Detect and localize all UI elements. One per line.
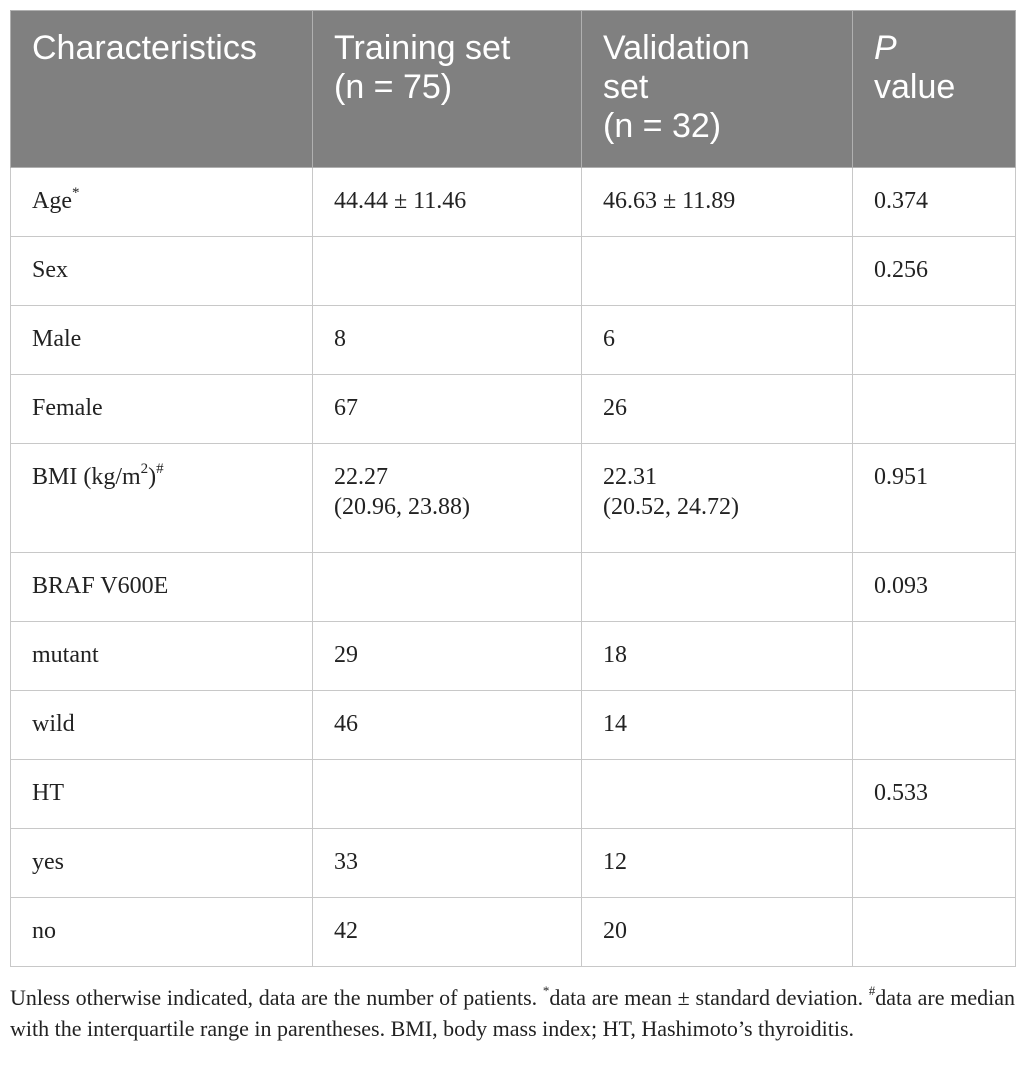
footnote-asterisk: *	[542, 982, 550, 998]
cell-validation: 12	[581, 828, 853, 898]
cell-p-value: 0.374	[852, 167, 1016, 237]
header-row: Characteristics Training set (n = 75) Va…	[10, 10, 1016, 168]
cell-p-value: 0.093	[852, 552, 1016, 622]
characteristics-table: Characteristics Training set (n = 75) Va…	[10, 10, 1016, 967]
validation-median: 22.31	[603, 464, 657, 490]
cell-label: Sex	[10, 236, 313, 306]
cell-p-value	[852, 305, 1016, 375]
asterisk-mark: *	[71, 185, 80, 201]
table-row-braf: BRAF V600E 0.093	[10, 552, 1016, 622]
table-row-wild: wild 46 14	[10, 690, 1016, 760]
header-characteristics-label: Characteristics	[32, 29, 257, 67]
footnote-hash: #	[868, 982, 876, 998]
header-validation-line1: Validation	[603, 29, 750, 67]
footnote-part2: data are mean ± standard deviation.	[549, 985, 869, 1010]
cell-label: HT	[10, 759, 313, 829]
cell-training	[312, 759, 582, 829]
label-text-post: )	[148, 464, 157, 490]
cell-training	[312, 236, 582, 306]
cell-validation: 6	[581, 305, 853, 375]
cell-label: Female	[10, 374, 313, 444]
cell-label: BMI (kg/m2)#	[10, 443, 313, 553]
cell-p-value	[852, 374, 1016, 444]
cell-p-value	[852, 897, 1016, 967]
cell-p-value	[852, 690, 1016, 760]
cell-p-value	[852, 828, 1016, 898]
header-training-line2: (n = 75)	[334, 68, 453, 106]
cell-label: no	[10, 897, 313, 967]
header-validation-line3: (n = 32)	[603, 107, 722, 145]
cell-label: mutant	[10, 621, 313, 691]
training-median: 22.27	[334, 464, 388, 490]
cell-label: Male	[10, 305, 313, 375]
superscript-two: 2	[140, 461, 149, 477]
hash-mark: #	[156, 461, 164, 477]
cell-label: BRAF V600E	[10, 552, 313, 622]
table-row-bmi: BMI (kg/m2)# 22.27 (20.96, 23.88) 22.31 (2…	[10, 443, 1016, 553]
cell-label: Age*	[10, 167, 313, 237]
cell-p-value	[852, 621, 1016, 691]
table-row-yes: yes 33 12	[10, 828, 1016, 898]
cell-training: 42	[312, 897, 582, 967]
footnote-part3: data are median with the interquartile r…	[10, 985, 1015, 1041]
cell-validation	[581, 759, 853, 829]
cell-validation: 26	[581, 374, 853, 444]
cell-validation	[581, 236, 853, 306]
validation-iqr: (20.52, 24.72)	[603, 494, 739, 520]
cell-validation: 20	[581, 897, 853, 967]
cell-training: 33	[312, 828, 582, 898]
cell-training: 22.27 (20.96, 23.88)	[312, 443, 582, 553]
header-p-value: P value	[852, 10, 1016, 168]
cell-training	[312, 552, 582, 622]
cell-label: yes	[10, 828, 313, 898]
table-row-sex: Sex 0.256	[10, 236, 1016, 306]
header-validation-set: Validation set (n = 32)	[581, 10, 853, 168]
table-row-ht: HT 0.533	[10, 759, 1016, 829]
footnote-part1: Unless otherwise indicated, data are the…	[10, 985, 543, 1010]
header-p-italic: P	[874, 29, 897, 67]
header-validation-line2: set	[603, 68, 649, 106]
label-text-pre: BMI (kg/m	[32, 464, 141, 490]
header-characteristics: Characteristics	[10, 10, 313, 168]
cell-training: 8	[312, 305, 582, 375]
cell-validation: 22.31 (20.52, 24.72)	[581, 443, 853, 553]
header-training-line1: Training set	[334, 29, 511, 67]
label-text: Age	[32, 188, 72, 214]
table-row-male: Male 8 6	[10, 305, 1016, 375]
training-iqr: (20.96, 23.88)	[334, 494, 470, 520]
cell-training: 44.44 ± 11.46	[312, 167, 582, 237]
cell-p-value: 0.533	[852, 759, 1016, 829]
table-footnote: Unless otherwise indicated, data are the…	[10, 982, 1015, 1044]
cell-label: wild	[10, 690, 313, 760]
table-row-age: Age* 44.44 ± 11.46 46.63 ± 11.89 0.374	[10, 167, 1016, 237]
header-training-set: Training set (n = 75)	[312, 10, 582, 168]
table-body: Age* 44.44 ± 11.46 46.63 ± 11.89 0.374 S…	[10, 167, 1016, 967]
cell-p-value: 0.951	[852, 443, 1016, 553]
cell-training: 46	[312, 690, 582, 760]
cell-validation	[581, 552, 853, 622]
cell-validation: 14	[581, 690, 853, 760]
cell-p-value: 0.256	[852, 236, 1016, 306]
cell-validation: 18	[581, 621, 853, 691]
table-row-mutant: mutant 29 18	[10, 621, 1016, 691]
header-p-line2: value	[874, 68, 956, 106]
table-row-no: no 42 20	[10, 897, 1016, 967]
table-row-female: Female 67 26	[10, 374, 1016, 444]
cell-training: 29	[312, 621, 582, 691]
cell-training: 67	[312, 374, 582, 444]
cell-validation: 46.63 ± 11.89	[581, 167, 853, 237]
table-header: Characteristics Training set (n = 75) Va…	[10, 10, 1016, 168]
